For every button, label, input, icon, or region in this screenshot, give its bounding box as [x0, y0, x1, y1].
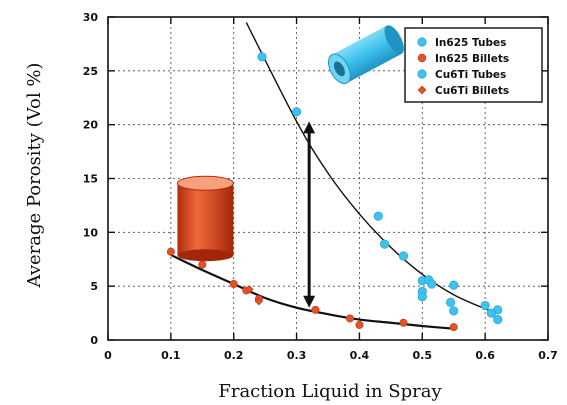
series-in625-tubes — [257, 52, 503, 325]
data-point — [229, 280, 238, 289]
data-point — [254, 297, 264, 306]
x-tick-label: 0.6 — [475, 349, 495, 362]
data-point — [311, 305, 320, 314]
legend-marker — [417, 69, 427, 79]
legend-marker — [417, 85, 427, 95]
legend-box — [404, 27, 543, 103]
x-tick-label: 0.4 — [350, 349, 370, 362]
data-point — [445, 297, 456, 307]
billet-bottom — [177, 249, 234, 262]
data-point — [166, 247, 175, 256]
legend-label: In625 Tubes — [435, 37, 506, 49]
tube-bore — [333, 61, 345, 77]
x-tick-label: 0.1 — [161, 349, 181, 362]
series-cu6ti-tubes — [417, 286, 497, 318]
data-point — [345, 314, 354, 323]
axes: 0 0.1 0.2 0.3 0.4 0.5 0.6 0.7 0 5 10 15 20 25 30 — [83, 11, 558, 362]
data-point — [257, 52, 267, 62]
x-tick-label: 0.2 — [224, 349, 244, 362]
data-point — [355, 320, 364, 329]
data-point — [449, 280, 459, 290]
arrow-head-up — [303, 121, 316, 134]
legend-marker — [417, 53, 427, 63]
data-point — [427, 279, 437, 289]
data-point — [486, 308, 497, 318]
illustration-icons — [176, 25, 404, 262]
data-point — [399, 318, 408, 327]
x-tick-label: 0 — [104, 349, 112, 362]
data-point — [373, 211, 383, 221]
y-tick-label: 20 — [83, 119, 99, 132]
y-tick-label: 15 — [83, 173, 98, 186]
data-point — [291, 107, 302, 117]
x-axis-label: Fraction Liquid in Spray — [218, 381, 442, 402]
x-tick-label: 0.7 — [538, 349, 558, 362]
y-tick-label: 10 — [83, 226, 99, 239]
series-cu6ti-billets — [245, 285, 264, 306]
billet-icon — [176, 175, 234, 262]
y-tick-label: 30 — [83, 11, 99, 24]
y-tick-label: 25 — [83, 65, 98, 78]
data-point — [493, 314, 503, 325]
data-point — [245, 285, 254, 294]
legend-label: Cu6Ti Tubes — [435, 69, 506, 81]
billet-body — [177, 183, 234, 256]
data-point — [417, 292, 427, 302]
data-point — [480, 300, 490, 311]
legend-label: Cu6Ti Billets — [435, 85, 509, 97]
data-point — [198, 260, 207, 269]
data-point — [379, 239, 390, 249]
y-axis-label: Average Porosity (Vol %) — [24, 63, 45, 289]
legend: In625 Tubes In625 Billets Cu6Ti Tubes Cu6Ti… — [404, 27, 543, 103]
x-tick-label: 0.3 — [287, 349, 307, 362]
billet-top — [176, 175, 234, 191]
data-point — [449, 323, 458, 332]
legend-label: In625 Billets — [435, 53, 509, 65]
data-points — [166, 52, 503, 332]
x-tick-label: 0.5 — [413, 349, 433, 362]
y-tick-label: 0 — [90, 334, 98, 347]
double-arrow — [303, 121, 316, 308]
y-tick-label: 5 — [90, 280, 98, 293]
data-point — [398, 251, 409, 261]
data-point — [449, 306, 459, 316]
arrow-head-down — [303, 295, 316, 308]
tube-icon — [327, 25, 404, 85]
legend-marker — [417, 37, 427, 47]
tube-far-end — [384, 25, 404, 55]
